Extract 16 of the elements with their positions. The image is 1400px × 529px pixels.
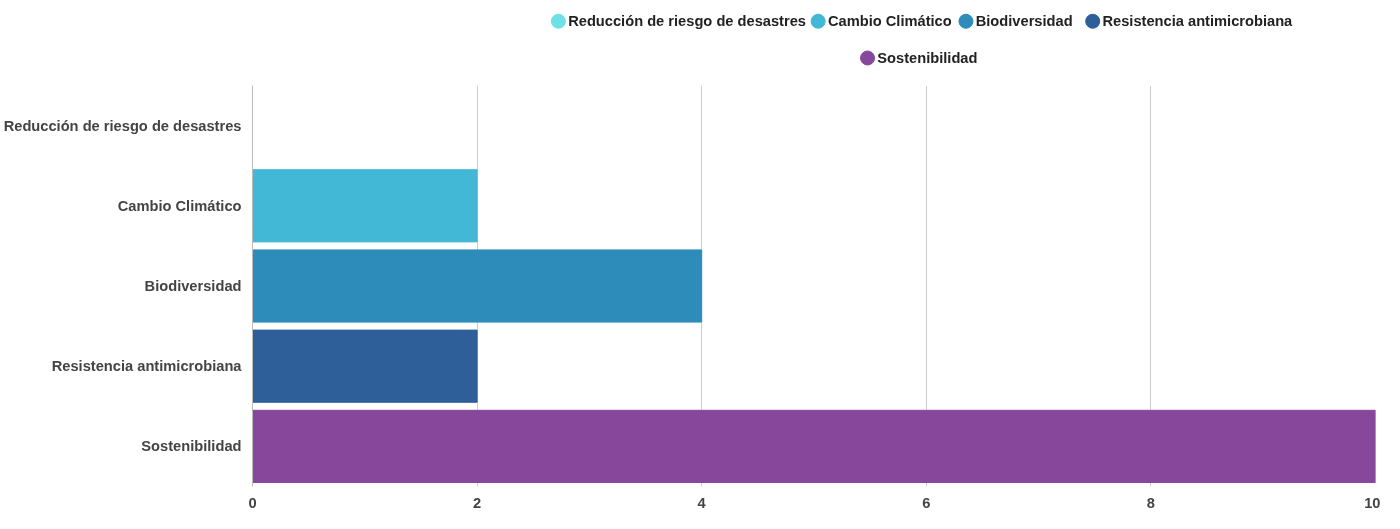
x-tick-label: 6 [922,494,931,511]
legend-label: Reducción de riesgo de desastres [568,13,806,30]
x-tick-label: 10 [1364,494,1381,511]
y-tick-label: Sostenibilidad [141,438,242,455]
x-tick-label: 4 [697,494,707,511]
x-tick-label: 8 [1146,494,1155,511]
x-tick-label: 2 [473,494,482,511]
legend-label: Sostenibilidad [877,50,978,66]
y-tick-label: Reducción de riesgo de desastres [3,117,242,134]
legend-label: Resistencia antimicrobiana [1102,13,1294,30]
y-tick-label: Biodiversidad [144,278,242,294]
legend-label: Cambio Climático [827,13,952,30]
x-tick-label: 0 [248,494,257,511]
legend-label: Biodiversidad [975,13,1073,30]
y-tick-label: Resistencia antimicrobiana [51,358,243,375]
y-tick-label: Cambio Climático [117,197,242,214]
